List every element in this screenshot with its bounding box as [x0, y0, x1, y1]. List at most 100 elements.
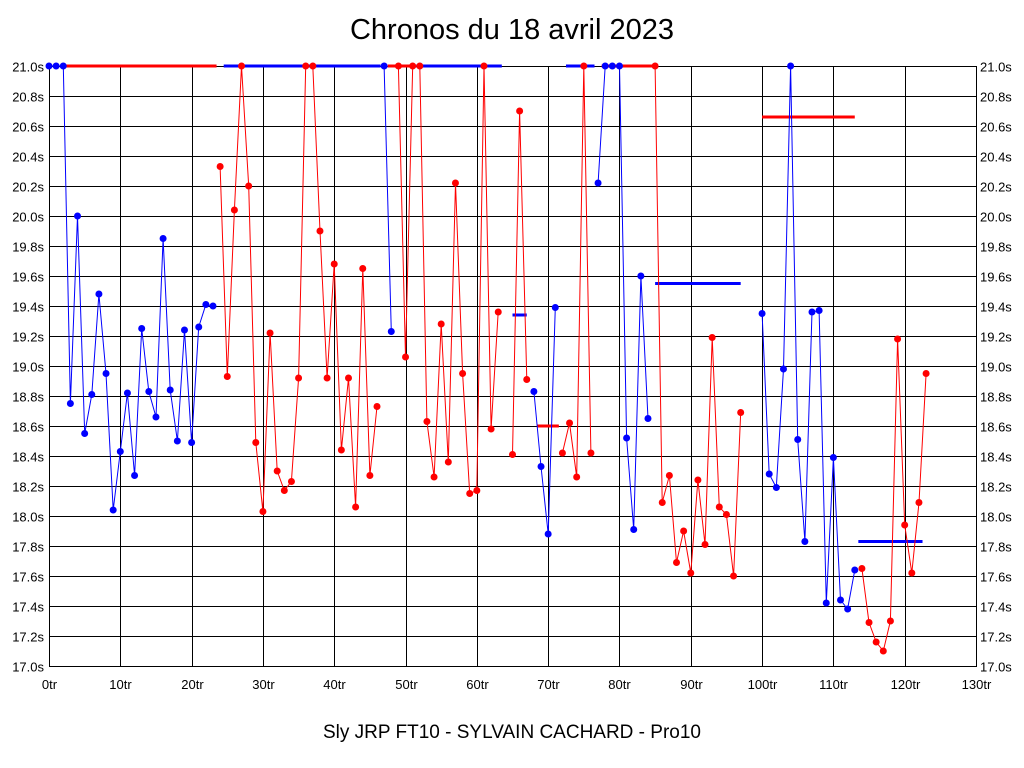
data-point	[323, 374, 331, 382]
chart-footer: Sly JRP FT10 - SYLVAIN CACHARD - Pro10	[323, 722, 701, 743]
reference-segments	[63, 64, 923, 543]
y-tick-label-right: 18.8s	[980, 390, 1012, 405]
data-point	[280, 487, 288, 494]
data-point	[116, 448, 124, 455]
data-point	[601, 62, 609, 70]
y-tick-label-right: 19.2s	[980, 330, 1012, 345]
y-tick-label-right: 21.0s	[980, 60, 1012, 75]
data-point	[295, 374, 303, 382]
data-point	[908, 569, 916, 577]
data-point	[680, 527, 688, 535]
y-tick-label-right: 17.2s	[980, 630, 1012, 645]
data-point	[138, 325, 146, 332]
data-point	[779, 365, 787, 373]
plot-frame	[49, 66, 977, 667]
y-tick-label-left: 20.4s	[12, 150, 44, 165]
series-line	[861, 338, 927, 653]
series-line	[512, 110, 528, 455]
data-point	[758, 310, 766, 317]
data-point	[66, 400, 74, 407]
data-point	[722, 511, 730, 518]
series-line	[654, 65, 742, 577]
series-line	[397, 65, 499, 495]
data-point	[530, 388, 538, 395]
data-point	[623, 434, 631, 442]
data-point	[566, 419, 574, 427]
data-point	[81, 430, 89, 437]
data-point	[523, 376, 531, 383]
data-point	[665, 472, 673, 479]
data-point	[879, 647, 887, 655]
data-point	[708, 334, 716, 341]
data-point	[45, 62, 53, 70]
data-point	[808, 308, 816, 316]
data-point	[252, 439, 260, 446]
data-point	[259, 508, 267, 515]
data-point	[444, 458, 452, 466]
data-point	[152, 413, 160, 421]
data-point	[430, 473, 438, 481]
y-tick-label-right: 19.6s	[980, 270, 1012, 285]
x-tick-label: 90tr	[680, 677, 703, 692]
y-tick-label-right: 19.8s	[980, 240, 1012, 255]
x-tick-label: 50tr	[395, 677, 418, 692]
y-tick-label-left: 17.2s	[12, 630, 44, 645]
series-line	[597, 65, 649, 530]
y-tick-label-left: 19.6s	[12, 270, 44, 285]
data-point	[730, 572, 738, 580]
data-point	[487, 425, 495, 433]
data-point	[466, 490, 474, 497]
data-point	[922, 370, 930, 377]
x-tick-label: 80tr	[608, 677, 631, 692]
y-tick-label-left: 18.4s	[12, 450, 44, 465]
data-point	[188, 439, 196, 446]
data-point	[102, 370, 110, 377]
data-point	[330, 260, 338, 268]
y-tick-label-right: 18.0s	[980, 510, 1012, 525]
data-series	[49, 65, 927, 653]
data-point	[851, 566, 859, 574]
x-tick-label: 120tr	[891, 677, 921, 692]
data-point	[473, 487, 481, 494]
data-point	[915, 499, 923, 506]
y-tick-label-left: 20.2s	[12, 180, 44, 195]
y-tick-label-right: 20.4s	[980, 150, 1012, 165]
data-point	[373, 403, 381, 410]
data-point	[166, 386, 174, 394]
data-point	[480, 62, 488, 70]
x-tick-label: 20tr	[181, 677, 204, 692]
y-tick-label-right: 17.8s	[980, 540, 1012, 555]
data-point	[894, 335, 902, 343]
data-point	[416, 62, 424, 70]
chart-title: Chronos du 18 avril 2023	[349, 14, 675, 46]
data-point	[245, 182, 253, 190]
data-point	[573, 473, 581, 481]
x-tick-label: 110tr	[819, 677, 848, 692]
y-tick-label-right: 20.0s	[980, 210, 1012, 225]
data-point	[359, 265, 367, 272]
data-point	[551, 304, 559, 311]
data-point	[238, 62, 246, 70]
y-tick-label-left: 17.8s	[12, 540, 44, 555]
data-point	[772, 484, 780, 491]
y-tick-label-left: 18.0s	[12, 510, 44, 525]
data-point	[352, 503, 360, 511]
data-point	[380, 62, 388, 70]
data-point	[794, 436, 802, 443]
data-point	[52, 62, 60, 70]
x-tick-label: 40tr	[323, 677, 346, 692]
data-point	[815, 307, 823, 314]
data-point	[637, 272, 645, 280]
y-tick-label-left: 19.8s	[12, 240, 44, 255]
y-tick-label-right: 17.0s	[980, 660, 1012, 675]
y-tick-label-left: 20.6s	[12, 120, 44, 135]
y-tick-label-left: 17.0s	[12, 660, 44, 675]
x-tick-label: 10tr	[109, 677, 132, 692]
data-point	[109, 506, 117, 514]
data-point	[394, 62, 402, 70]
y-tick-label-left: 17.6s	[12, 570, 44, 585]
y-tick-label-right: 20.8s	[980, 90, 1012, 105]
data-point	[266, 329, 274, 337]
data-point	[608, 62, 616, 70]
data-point	[209, 302, 217, 310]
